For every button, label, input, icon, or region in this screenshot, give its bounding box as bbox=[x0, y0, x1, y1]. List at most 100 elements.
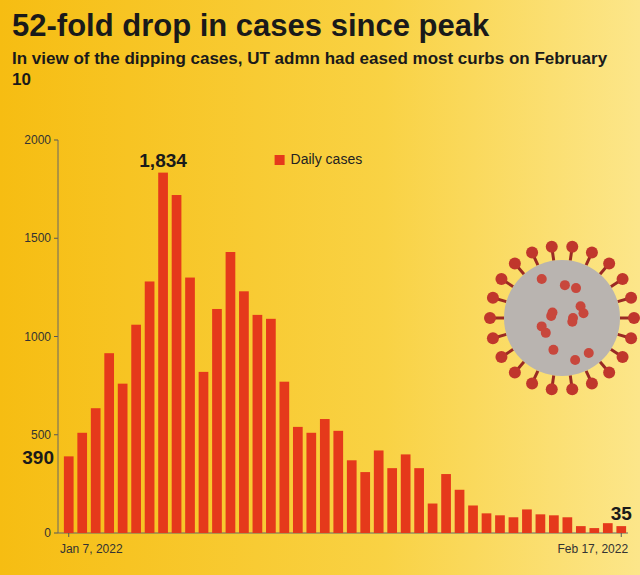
bar bbox=[549, 515, 559, 533]
bar bbox=[576, 526, 586, 533]
legend: Daily cases bbox=[275, 151, 363, 167]
data-label: 1,834 bbox=[139, 150, 187, 171]
bar bbox=[509, 517, 519, 533]
bar bbox=[306, 433, 316, 533]
bar bbox=[104, 353, 114, 533]
virus-spike-head bbox=[586, 377, 598, 389]
virus-spike-head bbox=[484, 312, 496, 324]
y-axis bbox=[58, 140, 59, 533]
y-tick bbox=[54, 533, 58, 534]
chart-svg: 52-fold drop in cases since peak In view … bbox=[0, 0, 640, 575]
y-tick-label: 500 bbox=[31, 428, 51, 442]
virus-spike-head bbox=[509, 258, 521, 270]
bar bbox=[226, 252, 236, 533]
bar bbox=[145, 281, 155, 533]
y-tick-label: 0 bbox=[44, 526, 51, 540]
title: 52-fold drop in cases since peak bbox=[12, 8, 490, 43]
virus-dot bbox=[584, 348, 594, 358]
bar bbox=[172, 195, 182, 533]
virus-dot bbox=[548, 345, 558, 355]
bar bbox=[320, 419, 330, 533]
bar bbox=[441, 474, 451, 533]
virus-spike-head bbox=[603, 366, 615, 378]
bar bbox=[536, 514, 546, 533]
bar bbox=[482, 513, 492, 533]
virus-spike-head bbox=[487, 292, 499, 304]
virus-dot bbox=[537, 321, 547, 331]
legend-label: Daily cases bbox=[291, 151, 363, 167]
bar bbox=[603, 523, 613, 533]
bar bbox=[280, 382, 290, 533]
y-tick bbox=[54, 140, 58, 141]
bar bbox=[239, 291, 249, 533]
y-tick-label: 1500 bbox=[24, 231, 51, 245]
bar bbox=[253, 315, 263, 533]
bar bbox=[563, 517, 573, 533]
bar bbox=[468, 505, 478, 533]
bar bbox=[360, 472, 370, 533]
bar bbox=[77, 433, 87, 533]
bar bbox=[522, 509, 532, 533]
bar bbox=[347, 460, 357, 533]
virus-spike-head bbox=[495, 351, 507, 363]
virus-spike-head bbox=[566, 241, 578, 253]
bar bbox=[199, 372, 209, 533]
virus-spike-head bbox=[509, 366, 521, 378]
virus-spike-head bbox=[617, 273, 629, 285]
y-tick bbox=[54, 336, 58, 337]
virus-dot bbox=[570, 355, 580, 365]
bar bbox=[333, 431, 343, 533]
virus-dot bbox=[537, 274, 547, 284]
virus-dot bbox=[567, 317, 577, 327]
chart-root: 52-fold drop in cases since peak In view … bbox=[0, 0, 640, 575]
bar bbox=[131, 325, 141, 533]
virus-spike-head bbox=[628, 312, 640, 324]
x-tick-label: Feb 17, 2022 bbox=[557, 542, 628, 556]
bar bbox=[158, 173, 168, 533]
virus-spike-head bbox=[546, 383, 558, 395]
background bbox=[0, 0, 640, 575]
bar bbox=[589, 528, 599, 533]
bar bbox=[414, 468, 424, 533]
virus-spike-head bbox=[625, 332, 637, 344]
virus-spike-head bbox=[617, 351, 629, 363]
bar bbox=[293, 427, 303, 533]
data-label: 390 bbox=[22, 447, 54, 468]
virus-dot bbox=[560, 280, 570, 290]
y-tick-label: 2000 bbox=[24, 133, 51, 147]
virus-spike-head bbox=[526, 377, 538, 389]
virus-illustration bbox=[484, 241, 640, 396]
bars bbox=[64, 173, 626, 533]
virus-spike-head bbox=[625, 292, 637, 304]
virus-body bbox=[504, 260, 620, 376]
virus-spike-head bbox=[586, 247, 598, 259]
subtitle-line: In view of the dipping cases, UT admn ha… bbox=[12, 49, 608, 68]
subtitle: In view of the dipping cases, UT admn ha… bbox=[12, 49, 608, 89]
bar bbox=[374, 450, 384, 533]
data-label: 35 bbox=[611, 503, 633, 524]
x-tick-label: Jan 7, 2022 bbox=[60, 542, 123, 556]
bar bbox=[616, 526, 626, 533]
bar bbox=[185, 278, 195, 533]
virus-spike-head bbox=[526, 247, 538, 259]
y-tick bbox=[54, 238, 58, 239]
bar bbox=[91, 408, 101, 533]
bar bbox=[495, 515, 505, 533]
virus-spike-head bbox=[495, 273, 507, 285]
y-tick-label: 1000 bbox=[24, 330, 51, 344]
virus-spike-head bbox=[487, 332, 499, 344]
subtitle-line: 10 bbox=[12, 70, 31, 89]
bar bbox=[118, 384, 128, 533]
bar bbox=[387, 468, 397, 533]
virus-spike-head bbox=[566, 383, 578, 395]
x-tick bbox=[621, 533, 622, 537]
virus-spike-head bbox=[603, 258, 615, 270]
x-tick bbox=[68, 533, 69, 537]
virus-dot bbox=[571, 283, 581, 293]
bar bbox=[428, 504, 438, 533]
y-tick bbox=[54, 434, 58, 435]
bar bbox=[212, 309, 222, 533]
bar bbox=[455, 490, 465, 533]
virus-dot bbox=[578, 308, 588, 318]
legend-swatch bbox=[275, 155, 285, 165]
